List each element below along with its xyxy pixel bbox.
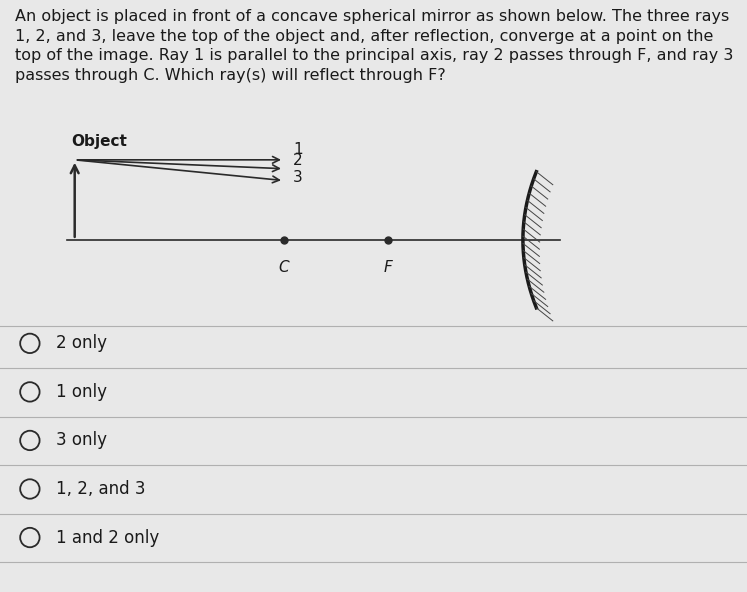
- Text: C: C: [279, 260, 289, 275]
- Text: An object is placed in front of a concave spherical mirror as shown below. The t: An object is placed in front of a concav…: [15, 9, 734, 83]
- Text: 3 only: 3 only: [56, 432, 107, 449]
- Text: 2 only: 2 only: [56, 334, 107, 352]
- Text: 1, 2, and 3: 1, 2, and 3: [56, 480, 146, 498]
- Text: F: F: [384, 260, 393, 275]
- Text: 3: 3: [293, 170, 303, 185]
- Text: 1 only: 1 only: [56, 383, 107, 401]
- Text: Object: Object: [71, 134, 127, 149]
- Text: 1: 1: [293, 142, 303, 157]
- Text: 2: 2: [293, 153, 303, 168]
- Text: 1 and 2 only: 1 and 2 only: [56, 529, 159, 546]
